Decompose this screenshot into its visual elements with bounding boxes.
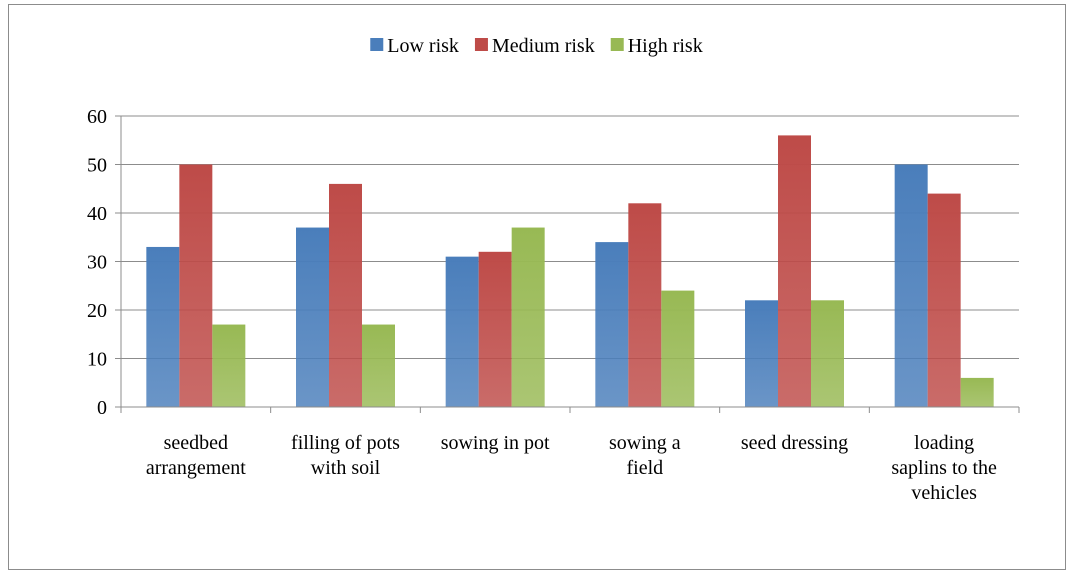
- bar-low-risk-seedbed-arrangement: [146, 246, 180, 407]
- x-tick-label-seedbed-arrangement: seedbed arrangement: [146, 432, 246, 479]
- bar-high-risk-filling-of-pots-with-soil: [362, 324, 395, 407]
- bar-medium-risk-sowing-a-field: [628, 203, 662, 407]
- bar-medium-risk-seedbed-arrangement: [179, 164, 213, 407]
- y-axis: 0 10 20 30 40 50 60: [87, 106, 122, 419]
- legend-swatch-low-risk: [370, 38, 384, 51]
- x-tick-label-sowing-a-field: sowing a field: [609, 432, 681, 479]
- legend-label-high-risk: High risk: [628, 35, 703, 57]
- bar-high-risk-seedbed-arrangement: [212, 324, 246, 407]
- x-tick-label-loading-saplins-to-the-vehicles: loading saplins to the vehicles: [891, 432, 997, 504]
- bar-high-risk-sowing-a-field: [661, 290, 695, 407]
- bar-high-risk-loading-saplins-to-the-vehicles: [960, 377, 994, 407]
- bar-low-risk-filling-of-pots-with-soil: [296, 227, 329, 407]
- bar-low-risk-sowing-in-pot: [445, 256, 479, 407]
- y-tick-label-40: 40: [87, 203, 107, 225]
- bars: [146, 135, 994, 407]
- y-tick-label-20: 20: [87, 300, 107, 322]
- legend: Low risk Medium risk High risk: [370, 35, 703, 57]
- x-tick-label-filling-of-pots-with-soil: filling of pots with soil: [291, 432, 400, 479]
- x-tick-label-sowing-in-pot: sowing in pot: [441, 432, 550, 454]
- legend-swatch-medium-risk: [474, 38, 488, 51]
- legend-label-low-risk: Low risk: [387, 35, 459, 57]
- bar-low-risk-seed-dressing: [745, 300, 778, 407]
- y-tick-label-0: 0: [97, 397, 107, 419]
- legend-label-medium-risk: Medium risk: [492, 35, 595, 57]
- y-tick-label-50: 50: [87, 155, 107, 177]
- x-axis: seedbed arrangement filling of pots with so…: [120, 406, 1020, 504]
- bar-high-risk-sowing-in-pot: [511, 227, 545, 407]
- x-tick-label-seed-dressing: seed dressing: [741, 432, 848, 454]
- bar-medium-risk-sowing-in-pot: [478, 251, 512, 407]
- bar-medium-risk-filling-of-pots-with-soil: [329, 183, 362, 407]
- bar-medium-risk-loading-saplins-to-the-vehicles: [927, 193, 961, 407]
- bar-medium-risk-seed-dressing: [778, 135, 811, 407]
- bar-low-risk-loading-saplins-to-the-vehicles: [894, 164, 928, 407]
- gridlines: [121, 115, 1019, 359]
- legend-swatch-high-risk: [610, 38, 624, 51]
- bar-high-risk-seed-dressing: [811, 300, 844, 407]
- y-tick-label-10: 10: [87, 349, 107, 371]
- y-tick-label-30: 30: [87, 252, 107, 274]
- bar-low-risk-sowing-a-field: [595, 242, 629, 407]
- y-tick-label-60: 60: [87, 106, 107, 128]
